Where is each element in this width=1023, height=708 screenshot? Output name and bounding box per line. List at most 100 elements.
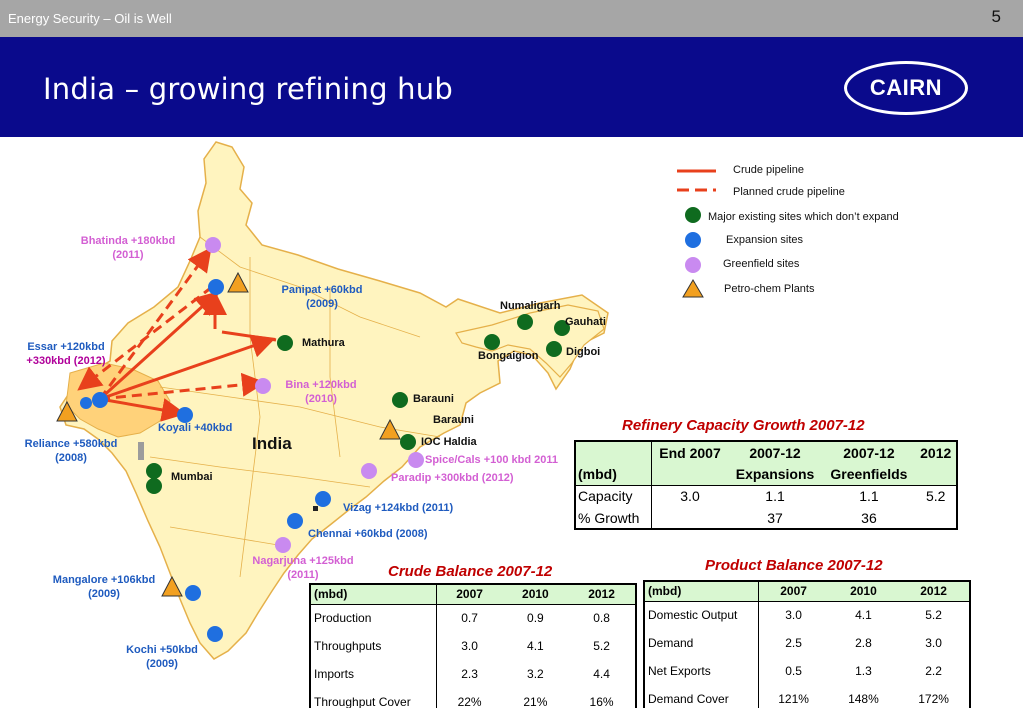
legend-existing-sites: Major existing sites which don’t expand <box>708 211 899 223</box>
kochi-capacity: Kochi +50kbd <box>126 644 198 656</box>
table-cell: 37 <box>767 509 783 526</box>
table-cell <box>652 507 728 529</box>
header-cell: Greenfields <box>822 463 916 486</box>
header-cell: Expansions <box>727 463 823 486</box>
mangalore-label: Mangalore +106kbd (2009) <box>40 573 168 601</box>
header-cell <box>651 463 728 486</box>
row-label: Domestic Output <box>644 601 759 629</box>
header-cell: 2012 <box>568 584 636 605</box>
reliance-year: (2008) <box>55 452 87 464</box>
bongaigaon-label: Bongaigion <box>478 350 539 362</box>
mumbai-site-1 <box>146 463 162 479</box>
mathura-site <box>277 335 293 351</box>
bhatinda-capacity: Bhatinda +180kbd <box>80 235 176 247</box>
table-cell: 22% <box>457 694 482 708</box>
mangalore-site <box>185 585 201 601</box>
table-row: Net Exports 0.5 1.3 2.2 <box>644 657 970 685</box>
essar-capacity-1: Essar +120kbd <box>27 341 105 353</box>
legend-planned-pipeline: Planned crude pipeline <box>733 186 845 198</box>
bhatinda-label: Bhatinda +180kbd (2011) <box>60 234 196 262</box>
header-cell: 2007 <box>436 584 503 605</box>
gujarat-petrochem <box>56 400 78 422</box>
table-cell: 16% <box>589 694 614 708</box>
digboi-label: Digboi <box>566 346 601 358</box>
table-cell: 5.2 <box>925 488 946 505</box>
india-label: India <box>252 434 292 453</box>
row-label: Demand <box>644 629 759 657</box>
vizag-label: Vizag +124kbd (2011) <box>343 502 454 514</box>
spice-cals-site <box>408 452 424 468</box>
digboi-site <box>546 341 562 357</box>
mangalore-year: (2009) <box>88 588 120 600</box>
table-cell: 3.0 <box>461 639 478 653</box>
table-cell: 2.2 <box>925 664 942 678</box>
existing-sites <box>146 314 570 494</box>
barauni-site <box>392 392 408 408</box>
legend-expansion-sites: Expansion sites <box>726 234 804 246</box>
table-row: Production 0.7 0.9 0.8 <box>310 604 636 632</box>
table-cell: 2.3 <box>461 667 478 681</box>
logo-text: CAIRN <box>869 75 943 100</box>
barauni-label-1: Barauni <box>413 393 454 405</box>
kochi-site <box>207 626 223 642</box>
gauhati-site <box>554 320 570 336</box>
product-balance-table: (mbd) 2007 2010 2012 Domestic Output 3.0… <box>643 580 971 708</box>
row-label: Capacity <box>575 485 653 507</box>
mathura-label: Mathura <box>302 337 345 349</box>
petrochem-plants <box>56 271 401 597</box>
nagarjuna-capacity: Nagarjuna +125kbd <box>252 555 354 567</box>
reliance-label: Reliance +580kbd (2008) <box>6 437 136 465</box>
table-header-row: (mbd) Expansions Greenfields <box>575 463 957 486</box>
refinery-capacity-table: End 2007 2007-12 2007-12 2012 (mbd) Expa… <box>574 440 958 530</box>
legend-existing-site-marker <box>685 207 701 223</box>
table-cell: 4.4 <box>593 667 610 681</box>
table-cell: 0.5 <box>785 664 802 678</box>
row-label: Production <box>310 604 437 632</box>
gauhati-label: Gauhati <box>565 316 606 328</box>
row-label: Imports <box>310 660 437 688</box>
mumbai-label: Mumbai <box>171 471 213 483</box>
crude-pipelines <box>98 290 277 422</box>
product-balance-title: Product Balance 2007-12 <box>705 557 883 574</box>
table-cell: 5.2 <box>593 639 610 653</box>
row-label: Throughputs <box>310 632 437 660</box>
india-map <box>56 141 716 660</box>
header-cell: 2010 <box>502 584 569 605</box>
header-cell <box>575 441 653 463</box>
legend-expansion-site-marker <box>685 232 701 248</box>
bina-site <box>255 378 271 394</box>
panipat-label: Panipat +60kbd (2009) <box>260 283 384 311</box>
bina-capacity: Bina +120kbd <box>285 379 357 391</box>
table-cell: 36 <box>861 509 877 526</box>
ioc-haldia-label: IOC Haldia <box>421 436 477 448</box>
page-number: 5 <box>991 7 1001 26</box>
table-cell: 3.0 <box>785 608 802 623</box>
legend-petrochem-plants: Petro-chem Plants <box>724 283 815 295</box>
bongaigaon-site <box>484 334 500 350</box>
spice-cals-label: Spice/Cals +100 kbd 2011 <box>425 454 559 466</box>
nagarjuna-year: (2011) <box>287 569 319 581</box>
panipat-year: (2009) <box>306 298 338 310</box>
nagarjuna-label: Nagarjuna +125kbd (2011) <box>240 554 366 582</box>
greenfield-sites <box>205 237 424 553</box>
ioc-haldia-site <box>400 434 416 450</box>
table-header-row: End 2007 2007-12 2007-12 2012 <box>575 441 957 463</box>
table-row: Capacity 3.0 1.1 1.1 5.2 <box>575 485 957 507</box>
expansion-sites <box>80 279 331 642</box>
table-row: Imports 2.3 3.2 4.4 <box>310 660 636 688</box>
table-cell: 3.0 <box>680 488 700 505</box>
table-cell: 3.2 <box>527 667 544 681</box>
table-cell <box>915 507 957 529</box>
vizag-site <box>315 491 331 507</box>
table-cell: 2.8 <box>855 636 872 650</box>
table-row: % Growth 37 36 <box>575 507 957 529</box>
panipat-site <box>208 279 224 295</box>
row-label: % Growth <box>575 507 653 529</box>
slide-title: India – growing refining hub <box>43 72 453 106</box>
table-cell: 3.0 <box>925 636 942 650</box>
crude-balance-title: Crude Balance 2007-12 <box>388 563 553 580</box>
table-row: Demand 2.5 2.8 3.0 <box>644 629 970 657</box>
header-cell: 2012 <box>915 441 957 463</box>
table-cell: 0.9 <box>527 611 544 626</box>
table-cell: 4.1 <box>527 639 544 653</box>
